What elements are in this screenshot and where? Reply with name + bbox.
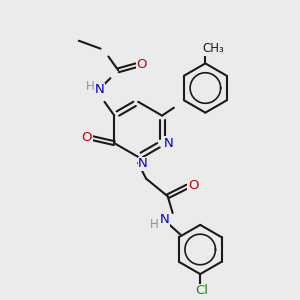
Text: O: O xyxy=(82,131,92,144)
Text: N: N xyxy=(164,137,174,150)
Text: CH₃: CH₃ xyxy=(202,42,224,55)
Text: Cl: Cl xyxy=(196,284,209,297)
Text: N: N xyxy=(95,83,104,97)
Text: N: N xyxy=(138,157,148,170)
Text: H: H xyxy=(150,218,158,231)
Text: N: N xyxy=(160,213,169,226)
Text: O: O xyxy=(188,179,199,192)
Text: H: H xyxy=(86,80,95,93)
Text: O: O xyxy=(136,58,147,71)
